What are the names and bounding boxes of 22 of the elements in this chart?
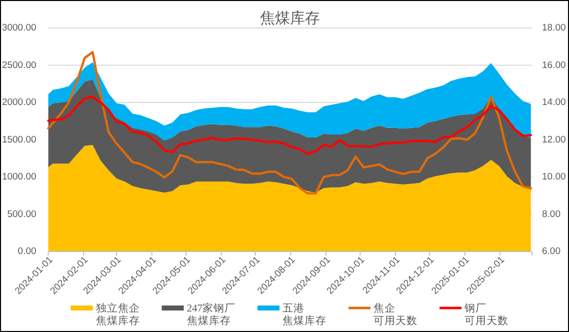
y-tick-label: 500.00 bbox=[7, 208, 36, 220]
y2-tick-label: 16.00 bbox=[542, 60, 566, 71]
y2-tick-label: 12.00 bbox=[542, 134, 566, 146]
y-tick-label: 2000.00 bbox=[2, 97, 36, 108]
y-tick-label: 1500.00 bbox=[2, 134, 36, 146]
y-tick-label: 2500.00 bbox=[2, 60, 36, 71]
y-tick-label: 1000.00 bbox=[2, 172, 36, 182]
y-tick-label: 3000.00 bbox=[2, 22, 36, 34]
y2-tick-label: 8.00 bbox=[542, 208, 560, 220]
legend-label: 五港焦煤库存 bbox=[282, 302, 327, 328]
legend-label: 钢厂可用天数 bbox=[464, 302, 509, 328]
line-series bbox=[47, 96, 532, 156]
y2-tick-label: 10.00 bbox=[542, 172, 566, 182]
y2-tick-label: 14.00 bbox=[542, 97, 566, 108]
chart-title: 焦煤库存 bbox=[260, 10, 320, 27]
legend-label: 焦企可用天数 bbox=[374, 302, 418, 328]
y2-tick-label: 18.00 bbox=[542, 22, 566, 34]
legend-label: 独立焦企焦煤库存 bbox=[96, 302, 140, 328]
legend-label: 247家钢厂焦煤库存 bbox=[186, 302, 236, 328]
y2-tick-label: 6.00 bbox=[542, 246, 560, 257]
line-series bbox=[47, 51, 532, 195]
y-tick-label: 0.00 bbox=[18, 246, 36, 257]
